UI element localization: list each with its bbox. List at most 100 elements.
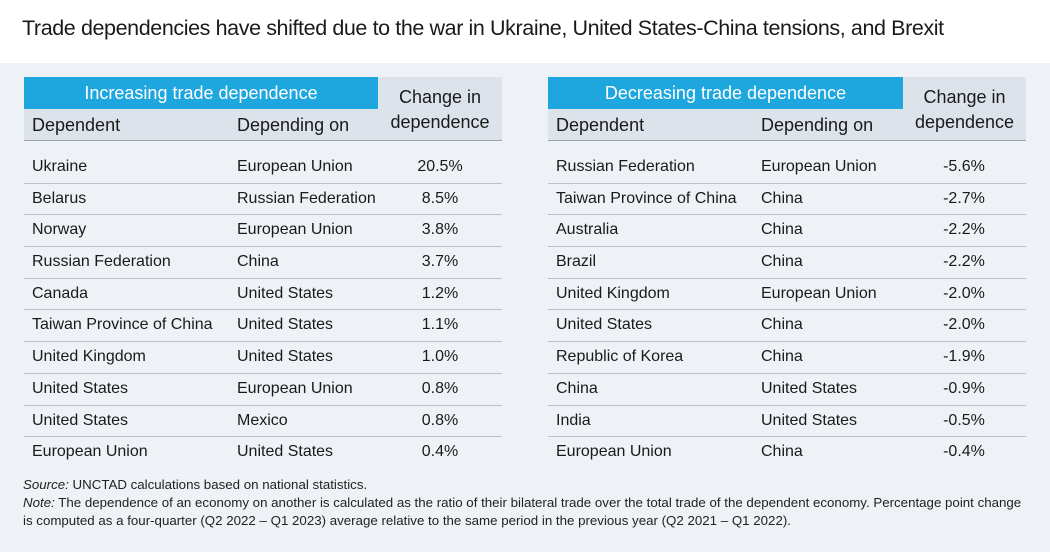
table-rows: Ukraine European Union 20.5% Belarus Russian… [24, 152, 502, 468]
table-rows: Russian Federation European Union -5.6% Tai… [548, 152, 1026, 468]
table-row: United States China -2.0% [548, 310, 1026, 343]
depending-on-cell: China [761, 348, 803, 366]
header-rule [24, 140, 502, 141]
table-row: Republic of Korea China -1.9% [548, 342, 1026, 374]
table-row: United States Mexico 0.8% [24, 406, 502, 438]
dependent-cell: United Kingdom [556, 284, 670, 302]
dependent-cell: Brazil [556, 253, 597, 271]
change-cell: -2.7% [943, 189, 985, 207]
depending-on-cell: China [237, 253, 279, 271]
depending-on-cell: United States [761, 379, 858, 397]
dependent-cell: United States [32, 379, 129, 397]
table-row: United Kingdom European Union -2.0% [548, 279, 1026, 311]
table-row: Ukraine European Union 20.5% [24, 152, 502, 184]
source-notes: Source: UNCTAD calculations based on nat… [23, 476, 1028, 530]
depending-on-cell: United States [237, 443, 334, 461]
dependent-cell: European Union [556, 443, 672, 461]
group-banner: Decreasing trade dependence [548, 77, 903, 109]
depending-on-column-header: Depending on [237, 115, 350, 135]
change-cell: -2.0% [943, 316, 985, 334]
change-column-header: Change in dependence [903, 77, 1026, 140]
table-row: European Union United States 0.4% [24, 437, 502, 468]
header-rule [548, 140, 1026, 141]
note-label: Note: [23, 495, 55, 510]
dependent-cell: Australia [556, 221, 619, 239]
change-cell: -2.2% [943, 221, 985, 239]
dependent-column-header: Dependent [32, 115, 121, 135]
change-cell: -1.9% [943, 348, 985, 366]
source-label: Source: [23, 477, 69, 492]
depending-on-cell: China [761, 253, 803, 271]
change-cell: -2.2% [943, 253, 985, 271]
table-row: Russian Federation China 3.7% [24, 247, 502, 279]
table-row: Norway European Union 3.8% [24, 215, 502, 248]
depending-on-cell: European Union [761, 284, 877, 302]
table-header: Decreasing trade dependence Change in de… [548, 77, 1026, 163]
chart-title: Trade dependencies have shifted due to t… [22, 16, 944, 40]
table-row: Belarus Russian Federation 8.5% [24, 184, 502, 216]
tables-panel: Increasing trade dependence Change in de… [0, 63, 1050, 552]
dependent-cell: Belarus [32, 189, 87, 207]
depending-on-cell: Mexico [237, 411, 288, 429]
change-cell: -5.6% [943, 158, 985, 175]
dependent-cell: Republic of Korea [556, 348, 684, 366]
dependent-cell: United Kingdom [32, 348, 146, 366]
table-row: United States European Union 0.8% [24, 374, 502, 406]
dependent-cell: Russian Federation [556, 158, 695, 175]
change-cell: 1.1% [421, 316, 459, 334]
increasing-table: Increasing trade dependence Change in de… [24, 77, 502, 460]
dependent-cell: Norway [32, 221, 87, 239]
depending-on-cell: China [761, 221, 803, 239]
change-cell: 8.5% [421, 189, 459, 207]
depending-on-cell: China [761, 189, 803, 207]
depending-on-cell: United States [237, 316, 334, 334]
change-header-line2: dependence [390, 112, 490, 132]
table-row: European Union China -0.4% [548, 437, 1026, 468]
note-line: Note: The dependence of an economy on an… [23, 494, 1028, 530]
table-row: India United States -0.5% [548, 406, 1026, 438]
change-cell: 20.5% [417, 158, 463, 175]
dependent-column-header: Dependent [556, 115, 645, 135]
dependent-cell: Canada [32, 284, 89, 302]
group-banner: Increasing trade dependence [24, 77, 378, 109]
change-column-header: Change in dependence [378, 77, 502, 140]
table-row: China United States -0.9% [548, 374, 1026, 406]
depending-on-cell: United States [237, 284, 334, 302]
table-row: Brazil China -2.2% [548, 247, 1026, 279]
depending-on-cell: China [761, 316, 803, 334]
dependent-cell: Taiwan Province of China [556, 189, 737, 207]
change-cell: 1.2% [421, 284, 459, 302]
depending-on-cell: European Union [237, 221, 353, 239]
depending-on-cell: European Union [761, 158, 877, 175]
depending-on-cell: China [761, 443, 803, 461]
source-line: Source: UNCTAD calculations based on nat… [23, 476, 1028, 494]
table-row: Taiwan Province of China China -2.7% [548, 184, 1026, 216]
change-cell: -2.0% [943, 284, 985, 302]
table-row: Russian Federation European Union -5.6% [548, 152, 1026, 184]
table-row: United Kingdom United States 1.0% [24, 342, 502, 374]
dependent-cell: European Union [32, 443, 148, 461]
table-row: Taiwan Province of China United States 1.1… [24, 310, 502, 343]
change-header-line2: dependence [914, 112, 1015, 132]
change-cell: 0.4% [421, 443, 459, 461]
dependent-cell: United States [32, 411, 129, 429]
dependent-cell: United States [556, 316, 653, 334]
dependent-cell: China [556, 379, 598, 397]
depending-on-cell: United States [761, 411, 858, 429]
depending-on-cell: United States [237, 348, 334, 366]
table-row: Canada United States 1.2% [24, 279, 502, 311]
dependent-cell: Russian Federation [32, 253, 171, 271]
dependent-cell: Taiwan Province of China [32, 316, 213, 334]
depending-on-cell: European Union [237, 158, 353, 175]
change-cell: 0.8% [421, 379, 459, 397]
change-header-line1: Change in [923, 87, 1006, 107]
change-cell: 1.0% [421, 348, 459, 366]
decreasing-table: Decreasing trade dependence Change in de… [548, 77, 1026, 460]
source-text: UNCTAD calculations based on national st… [68, 477, 368, 492]
dependent-cell: India [556, 411, 591, 429]
change-cell: 3.8% [421, 221, 459, 239]
depending-on-cell: European Union [237, 379, 353, 397]
change-cell: 0.8% [421, 411, 459, 429]
dependent-cell: Ukraine [32, 158, 88, 175]
change-cell: 3.7% [421, 253, 459, 271]
